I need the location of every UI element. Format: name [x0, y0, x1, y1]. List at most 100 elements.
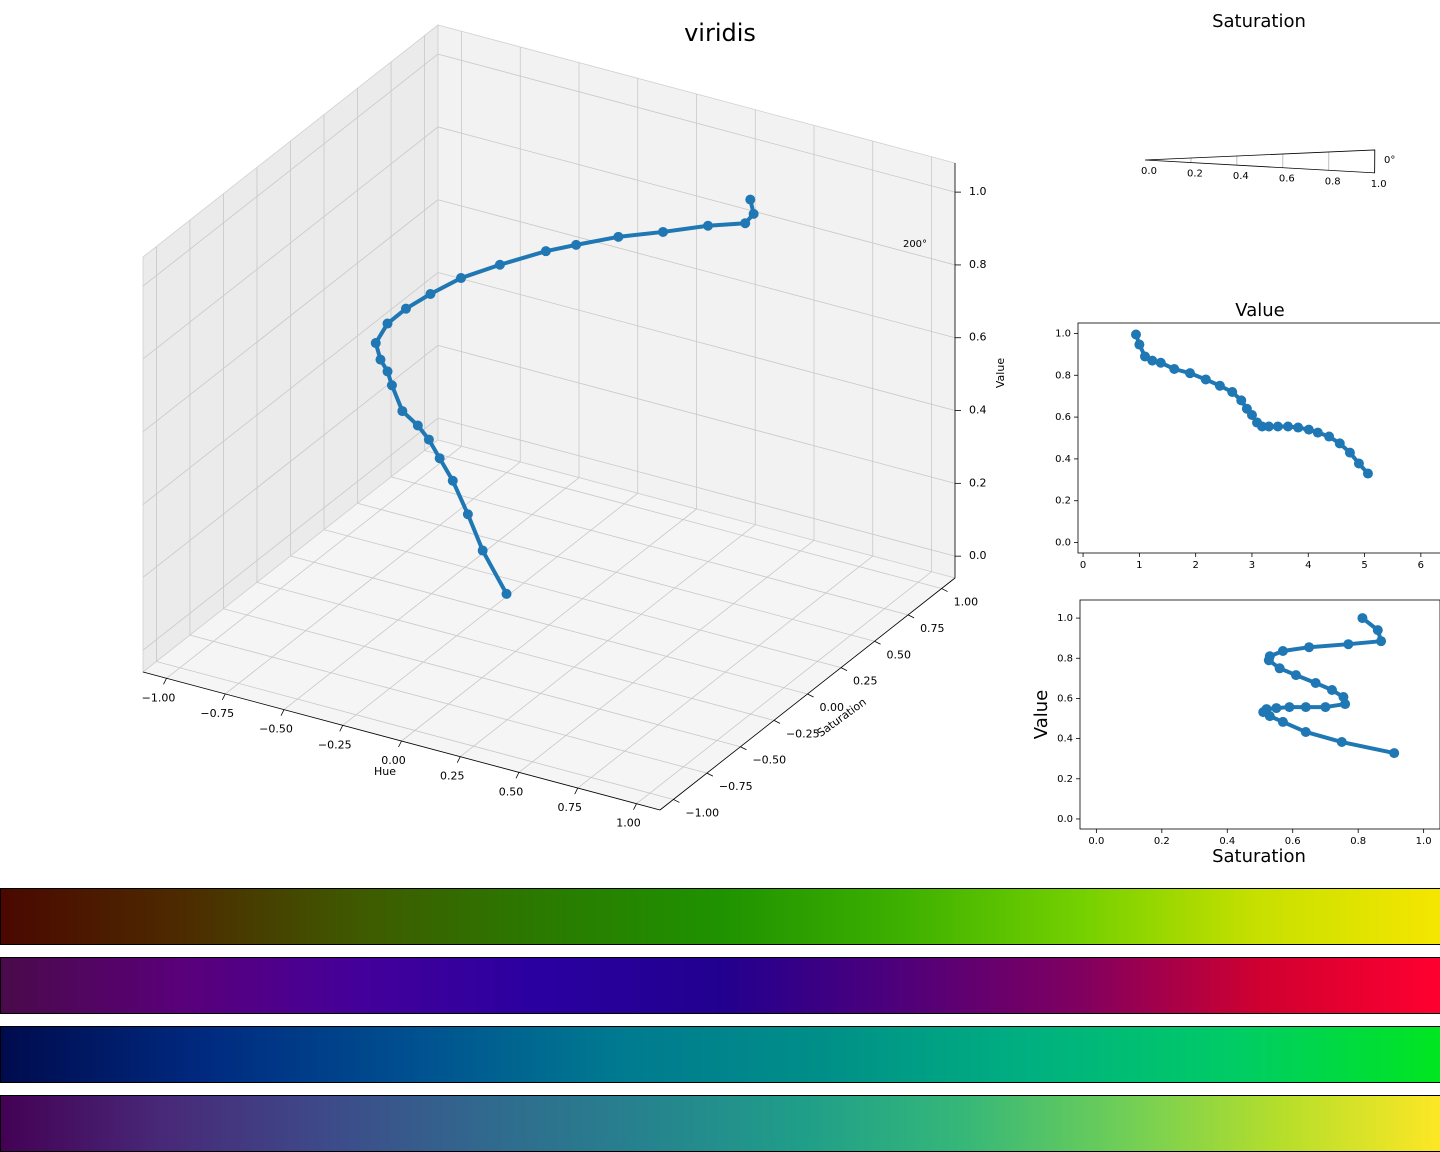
data-point — [1344, 447, 1355, 458]
y-tick-label: −0.25 — [786, 727, 820, 740]
data-point — [1185, 368, 1196, 379]
tick-mark — [740, 746, 747, 751]
x-tick-label: 1.0 — [1416, 836, 1432, 847]
data-point — [1362, 468, 1373, 479]
data-point — [1357, 613, 1368, 624]
data-point — [370, 338, 381, 349]
y-tick-label: 0.0 — [1055, 538, 1071, 549]
data-point — [400, 303, 411, 314]
grid-line — [437, 199, 956, 339]
data-point — [1303, 424, 1314, 435]
grid-line — [142, 272, 439, 505]
x-tick-label: 0.6 — [1285, 836, 1301, 847]
tick-mark — [398, 740, 402, 748]
x-tick-label: −1.00 — [142, 691, 176, 704]
y-tick-label: 0.4 — [1057, 734, 1073, 745]
polar-frame — [1144, 149, 1376, 174]
data-point — [745, 194, 756, 205]
data-point — [397, 406, 408, 417]
y-tick-label: 0.2 — [1057, 774, 1073, 785]
x-axis-label: Hue — [374, 765, 396, 778]
data-point — [1320, 702, 1331, 713]
data-point — [1139, 351, 1150, 362]
data-point — [1264, 711, 1275, 722]
data-point — [740, 218, 751, 229]
tick-mark — [633, 803, 637, 810]
data-point — [1376, 636, 1387, 647]
grid-line — [390, 476, 909, 616]
grid-line — [323, 529, 842, 669]
data-point — [1147, 355, 1158, 366]
x-tick-label: 2 — [1192, 560, 1198, 571]
tick-mark — [807, 693, 814, 698]
colorbar — [0, 1026, 1440, 1083]
r-tick-label: 0.6 — [1279, 174, 1295, 185]
tick-mark — [840, 667, 848, 671]
data-point — [1353, 458, 1364, 469]
z-tick-label: 0.6 — [969, 331, 987, 344]
chart-title: Saturation — [1212, 11, 1306, 32]
data-point — [1214, 380, 1225, 391]
y-tick-label: 0.2 — [1055, 496, 1071, 507]
theta-tick-label: 0° — [1384, 155, 1395, 166]
grid-line — [223, 608, 741, 748]
grid-line — [256, 581, 775, 721]
grid-line — [437, 272, 956, 411]
grid-line — [142, 199, 439, 433]
grid-line — [142, 53, 439, 287]
data-point — [455, 273, 466, 284]
data-point — [1310, 677, 1321, 688]
theta-tick-label: 200° — [903, 239, 927, 250]
tick-mark — [163, 678, 167, 685]
y-tick-label: 1.00 — [954, 596, 979, 609]
r-tick-label: 0.0 — [1141, 166, 1157, 177]
x-tick-label: 0.8 — [1350, 836, 1366, 847]
chart-title: viridis — [684, 19, 756, 47]
x-tick-label: −0.75 — [200, 707, 234, 720]
y-tick-label: −0.75 — [719, 780, 753, 793]
data-point — [1389, 748, 1400, 759]
z-tick-label: 1.0 — [969, 185, 987, 198]
grid-line — [189, 634, 708, 774]
data-point — [423, 434, 434, 445]
x-tick-label: 0 — [1080, 560, 1086, 571]
tick-mark — [941, 588, 948, 592]
tick-mark — [280, 709, 285, 716]
grid-line — [142, 126, 439, 360]
tick-mark — [706, 772, 714, 777]
grid-line — [290, 555, 808, 695]
x-tick-label: 0.0 — [1088, 836, 1104, 847]
grid-line — [437, 344, 956, 484]
y-tick-label: 0.25 — [853, 675, 878, 688]
x-tick-label: 0.25 — [440, 770, 465, 783]
data-point — [1236, 395, 1247, 406]
x-tick-label: 6 — [1418, 560, 1424, 571]
data-point — [425, 288, 436, 299]
r-tick-label: 0.8 — [1325, 176, 1341, 187]
data-point — [1282, 421, 1293, 432]
grid-line — [156, 661, 674, 800]
data-point — [1155, 357, 1166, 368]
tick-mark — [673, 799, 680, 803]
tick-mark — [515, 772, 520, 779]
data-point — [434, 453, 445, 464]
x-tick-label: −0.25 — [318, 738, 352, 751]
data-point — [1227, 387, 1238, 397]
data-point — [501, 588, 512, 599]
data-point — [412, 420, 423, 431]
x-tick-label: 4 — [1305, 560, 1311, 571]
r-tick-label: 0.2 — [1187, 169, 1203, 180]
data-point — [1130, 329, 1141, 340]
data-point — [1334, 438, 1345, 449]
x-tick-label: 0.4 — [1219, 836, 1235, 847]
tick-mark — [456, 756, 461, 763]
x-axis-label: Saturation — [1212, 846, 1306, 867]
data-point — [613, 231, 624, 242]
colorbar — [0, 1095, 1440, 1152]
data-point — [1274, 663, 1285, 674]
x-tick-label: 0.75 — [558, 801, 583, 814]
y-axis-label: Value — [1031, 690, 1052, 739]
data-point — [494, 259, 505, 270]
z-axis-label: Value — [994, 358, 1007, 388]
